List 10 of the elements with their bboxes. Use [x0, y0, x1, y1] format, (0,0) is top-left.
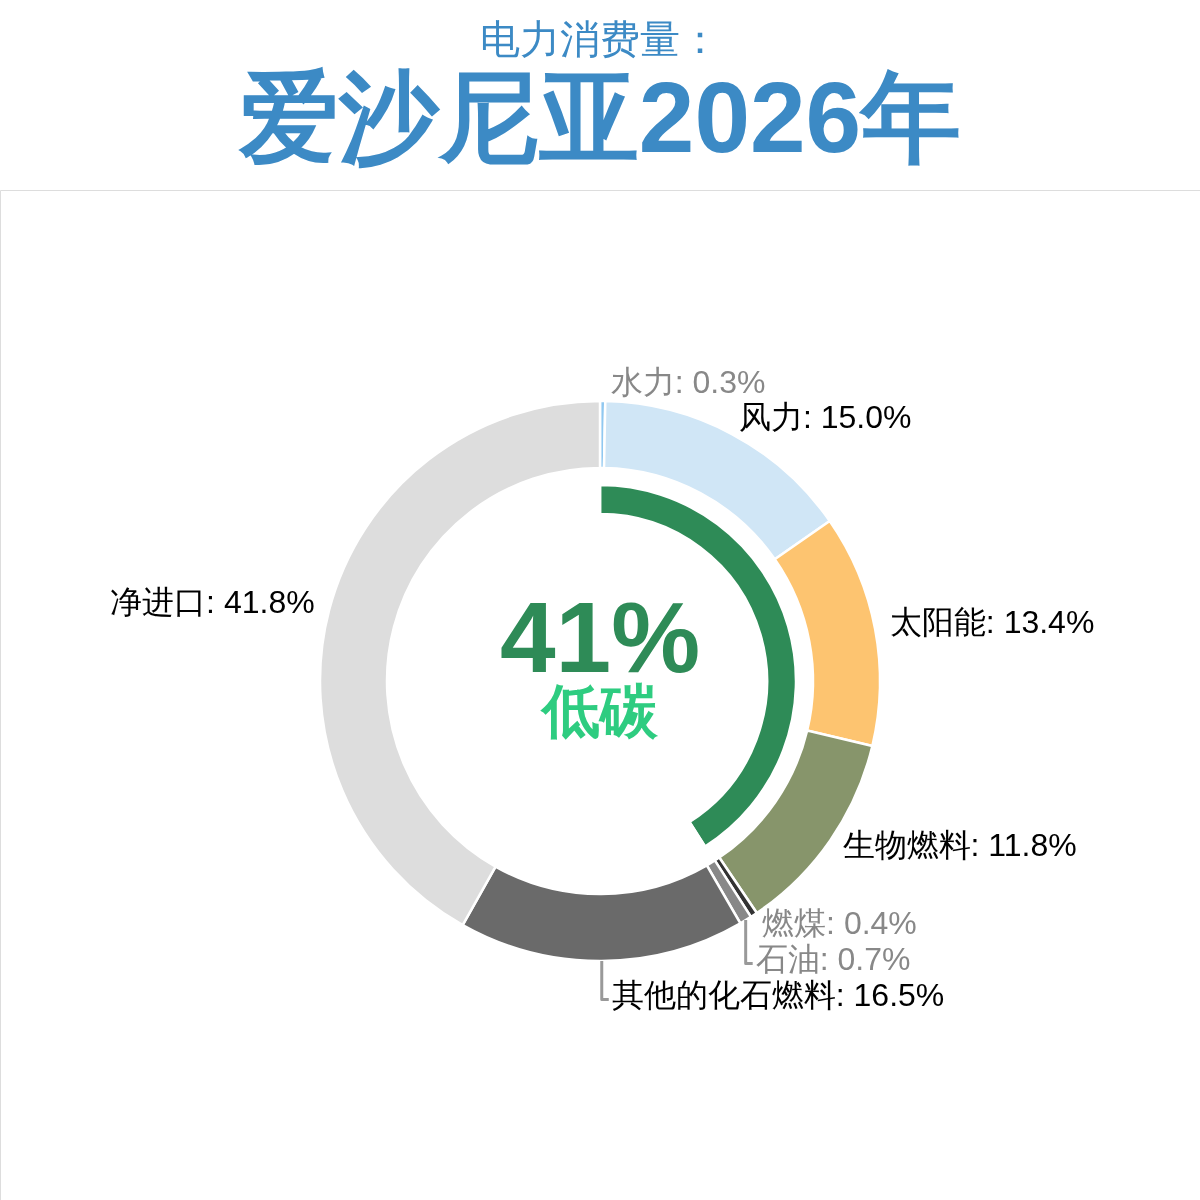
- data-label: 太阳能: 13.4%: [889, 604, 1095, 641]
- chart-title: 电力消费量：: [480, 17, 720, 61]
- data-label: 风力: 15.0%: [738, 398, 912, 435]
- data-label: 石油: 0.7%: [755, 941, 911, 978]
- data-label: 净进口: 41.8%: [110, 584, 315, 621]
- data-label: 生物燃料: 11.8%: [842, 826, 1077, 863]
- data-label: 燃煤: 0.4%: [762, 905, 917, 942]
- data-label: 其他的化石燃料: 16.5%: [611, 977, 945, 1014]
- chart-subtitle: 爱沙尼亚2026年: [237, 61, 962, 173]
- data-label: 水力: 0.3%: [610, 364, 766, 401]
